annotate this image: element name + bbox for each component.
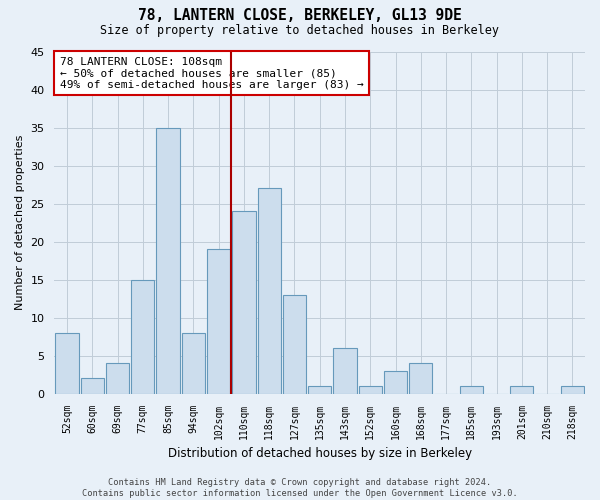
Bar: [106, 364, 129, 394]
Text: 78, LANTERN CLOSE, BERKELEY, GL13 9DE: 78, LANTERN CLOSE, BERKELEY, GL13 9DE: [138, 8, 462, 22]
Bar: [131, 280, 154, 394]
Bar: [207, 249, 230, 394]
Bar: [283, 295, 306, 394]
Bar: [55, 333, 79, 394]
X-axis label: Distribution of detached houses by size in Berkeley: Distribution of detached houses by size …: [167, 447, 472, 460]
Bar: [334, 348, 356, 394]
Bar: [80, 378, 104, 394]
Bar: [359, 386, 382, 394]
Bar: [561, 386, 584, 394]
Text: 78 LANTERN CLOSE: 108sqm
← 50% of detached houses are smaller (85)
49% of semi-d: 78 LANTERN CLOSE: 108sqm ← 50% of detach…: [60, 56, 364, 90]
Text: Contains HM Land Registry data © Crown copyright and database right 2024.
Contai: Contains HM Land Registry data © Crown c…: [82, 478, 518, 498]
Bar: [409, 364, 433, 394]
Bar: [384, 371, 407, 394]
Y-axis label: Number of detached properties: Number of detached properties: [15, 135, 25, 310]
Bar: [460, 386, 483, 394]
Bar: [308, 386, 331, 394]
Bar: [182, 333, 205, 394]
Text: Size of property relative to detached houses in Berkeley: Size of property relative to detached ho…: [101, 24, 499, 37]
Bar: [510, 386, 533, 394]
Bar: [232, 211, 256, 394]
Bar: [157, 128, 180, 394]
Bar: [257, 188, 281, 394]
